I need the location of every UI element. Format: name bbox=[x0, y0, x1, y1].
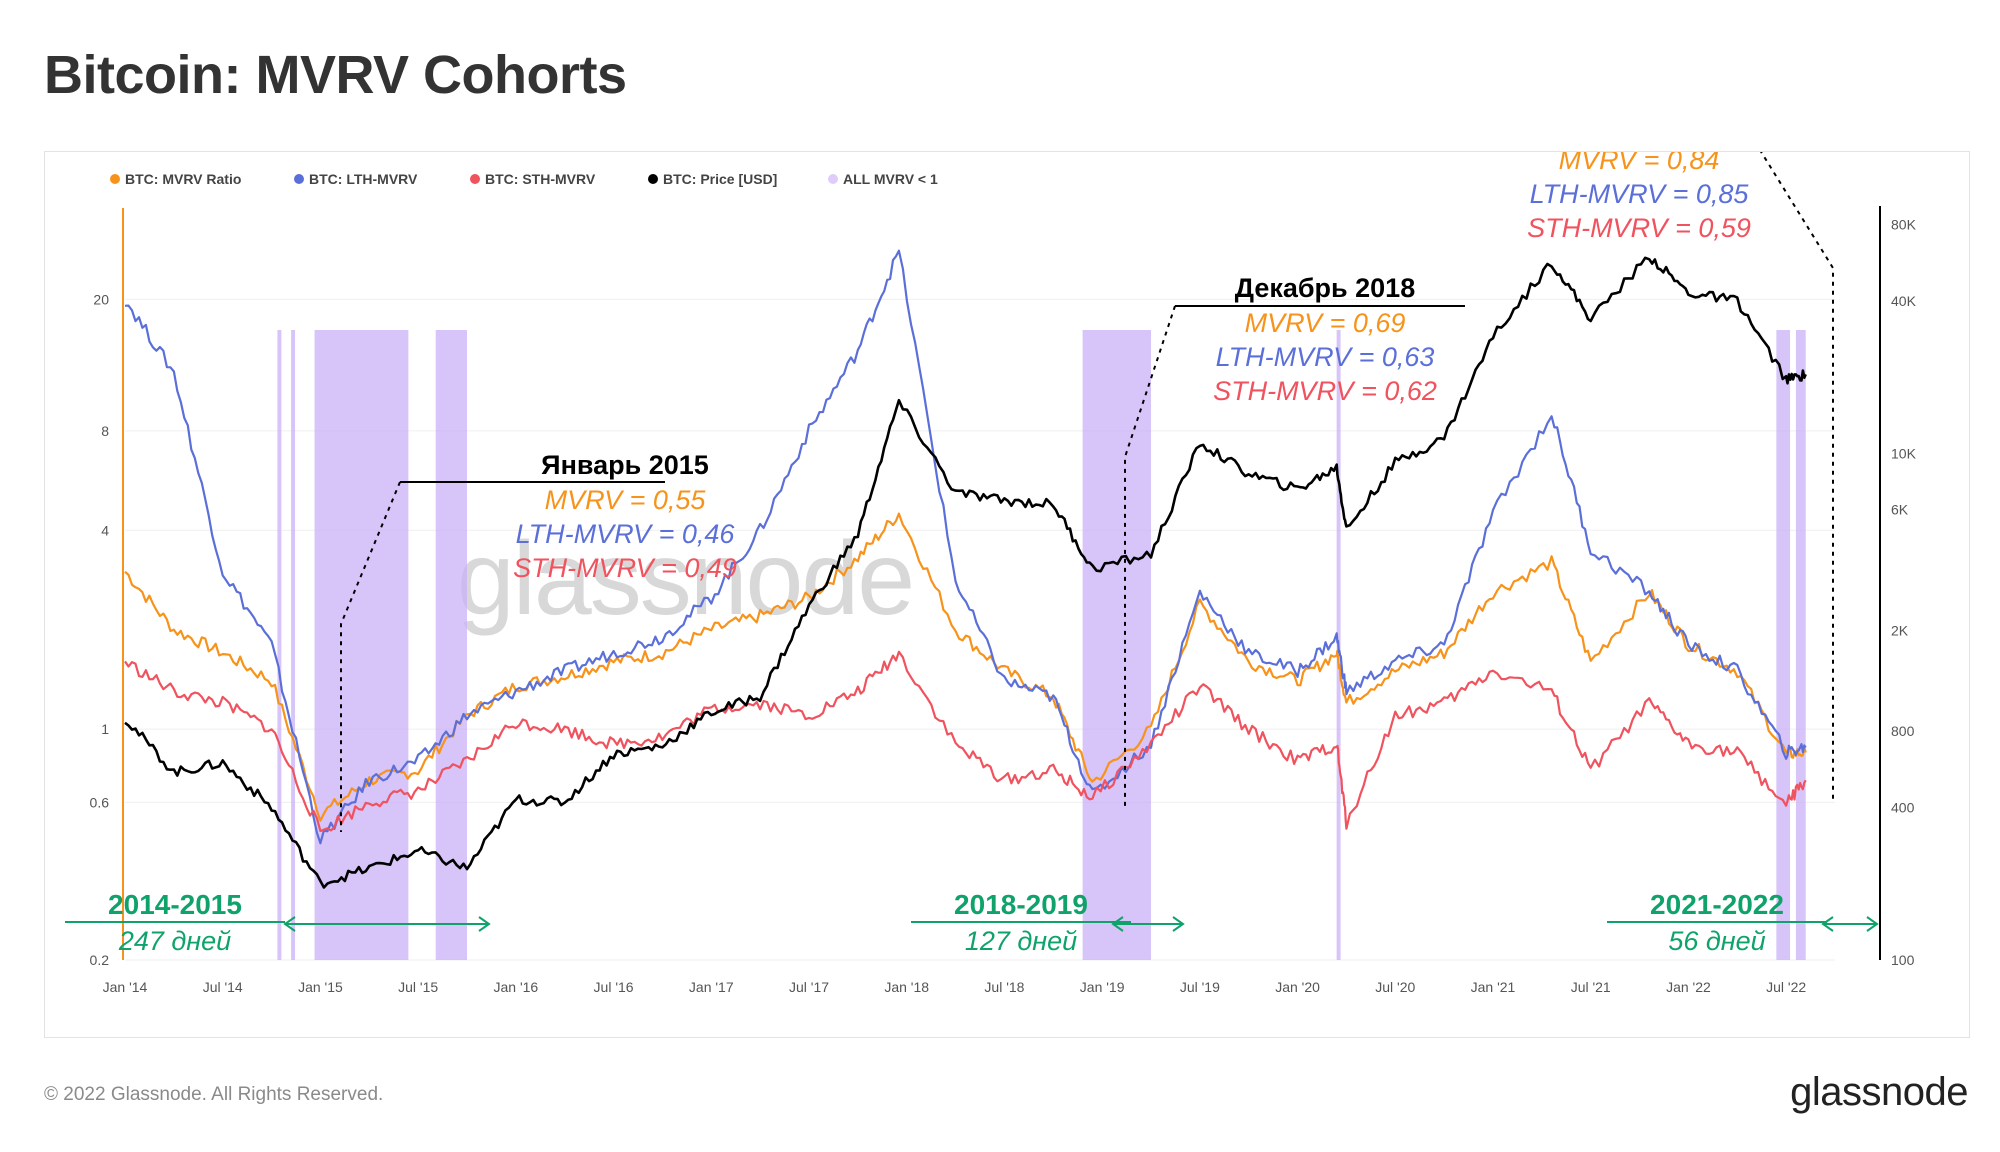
period-days: 127 дней bbox=[965, 926, 1077, 956]
mvrv-below-1-band bbox=[291, 330, 296, 960]
x-tick-label: Jul '16 bbox=[594, 979, 634, 995]
y-right-tick-label: 800 bbox=[1891, 723, 1915, 739]
annotation-sth: STH-MVRV = 0,62 bbox=[1213, 376, 1437, 406]
period-arrowhead-left bbox=[1821, 916, 1834, 932]
x-tick-label: Jan '14 bbox=[103, 979, 148, 995]
mvrv-below-1-band bbox=[314, 330, 409, 960]
x-tick-label: Jul '15 bbox=[398, 979, 438, 995]
legend-label: BTC: MVRV Ratio bbox=[125, 171, 241, 187]
y-left-tick-label: 0.6 bbox=[90, 794, 110, 810]
annotation-mvrv: MVRV = 0,84 bbox=[1559, 152, 1720, 175]
x-tick-label: Jan '19 bbox=[1080, 979, 1125, 995]
y-right-tick-label: 400 bbox=[1891, 799, 1915, 815]
x-tick-label: Jan '22 bbox=[1666, 979, 1711, 995]
legend-label: BTC: LTH-MVRV bbox=[309, 171, 418, 187]
sth-mvrv-line bbox=[124, 650, 1807, 833]
legend-label: BTC: STH-MVRV bbox=[485, 171, 596, 187]
x-tick-label: Jan '17 bbox=[689, 979, 734, 995]
annotation-sth: STH-MVRV = 0,59 bbox=[1527, 213, 1751, 243]
annotation-mvrv: MVRV = 0,55 bbox=[545, 485, 707, 515]
period-label: 2018-2019 bbox=[954, 889, 1088, 920]
x-tick-label: Jan '21 bbox=[1471, 979, 1516, 995]
period-arrowhead-right bbox=[1172, 916, 1185, 932]
period-arrowhead-right bbox=[478, 916, 491, 932]
chart-svg: glassnode208410.60.280K40K10K6K2K8004001… bbox=[65, 152, 1917, 995]
mvrv-below-1-band bbox=[1082, 330, 1151, 960]
y-left-tick-label: 20 bbox=[93, 291, 109, 307]
x-tick-label: Jul '19 bbox=[1180, 979, 1220, 995]
legend-marker-1 bbox=[294, 174, 304, 184]
period-arrowhead-right bbox=[1866, 916, 1879, 932]
y-left-tick-label: 0.2 bbox=[90, 952, 110, 968]
y-right-tick-label: 10K bbox=[1891, 445, 1917, 461]
chart-frame: glassnode 20 8 4 1 0.6 0.2 80K 40K 10K 6K 2K 800 400 1… bbox=[44, 151, 1970, 1038]
page-title: Bitcoin: MVRV Cohorts bbox=[44, 45, 627, 105]
annotation-title: Декабрь 2018 bbox=[1235, 273, 1415, 303]
annotation-leader-line bbox=[340, 481, 401, 832]
legend-label: ALL MVRV < 1 bbox=[843, 171, 938, 187]
legend-label: BTC: Price [USD] bbox=[663, 171, 777, 187]
mvrv-below-1-band bbox=[435, 330, 467, 960]
mvrv-below-1-band bbox=[277, 330, 282, 960]
y-right-tick-label: 40K bbox=[1891, 293, 1917, 309]
legend-marker-0 bbox=[110, 174, 120, 184]
annotation-lth: LTH-MVRV = 0,63 bbox=[1216, 342, 1435, 372]
period-arrowhead-left bbox=[1111, 916, 1124, 932]
y-left-tick-label: 4 bbox=[101, 522, 109, 538]
x-tick-label: Jul '20 bbox=[1375, 979, 1415, 995]
annotation-title: Январь 2015 bbox=[541, 450, 709, 480]
annotation-leader-line bbox=[1760, 152, 1834, 802]
x-tick-label: Jan '15 bbox=[298, 979, 343, 995]
period-days: 247 дней bbox=[118, 926, 231, 956]
legend-marker-2 bbox=[470, 174, 480, 184]
y-left-tick-label: 8 bbox=[101, 423, 109, 439]
y-left-tick-label: 1 bbox=[101, 721, 109, 737]
x-tick-label: Jan '16 bbox=[493, 979, 538, 995]
annotation-sth: STH-MVRV = 0,49 bbox=[513, 553, 737, 583]
period-arrowhead-left bbox=[283, 916, 296, 932]
period-days: 56 дней bbox=[1668, 926, 1765, 956]
x-tick-label: Jul '21 bbox=[1571, 979, 1611, 995]
y-right-tick-label: 100 bbox=[1891, 952, 1915, 968]
annotation-lth: LTH-MVRV = 0,85 bbox=[1530, 179, 1750, 209]
x-tick-label: Jul '18 bbox=[984, 979, 1024, 995]
y-right-tick-label: 2K bbox=[1891, 622, 1909, 638]
mvrv-ratio-line bbox=[124, 512, 1807, 822]
x-tick-label: Jul '14 bbox=[203, 979, 243, 995]
annotation-lth: LTH-MVRV = 0,46 bbox=[516, 519, 736, 549]
copyright-text: © 2022 Glassnode. All Rights Reserved. bbox=[44, 1084, 384, 1105]
y-right-tick-label: 80K bbox=[1891, 217, 1917, 233]
annotation-mvrv: MVRV = 0,69 bbox=[1245, 308, 1406, 338]
y-right-tick-label: 6K bbox=[1891, 502, 1909, 518]
mvrv-below-1-band bbox=[1776, 330, 1791, 960]
legend-marker-4 bbox=[828, 174, 838, 184]
x-tick-label: Jan '20 bbox=[1275, 979, 1320, 995]
legend-marker-3 bbox=[648, 174, 658, 184]
x-tick-label: Jul '22 bbox=[1766, 979, 1806, 995]
lth-mvrv-line bbox=[124, 249, 1807, 845]
price-line bbox=[124, 256, 1807, 889]
glassnode-logo[interactable]: glassnode bbox=[1790, 1070, 1968, 1114]
period-label: 2014-2015 bbox=[108, 889, 242, 920]
x-tick-label: Jul '17 bbox=[789, 979, 829, 995]
period-label: 2021-2022 bbox=[1650, 889, 1784, 920]
x-tick-label: Jan '18 bbox=[884, 979, 929, 995]
mvrv-below-1-band bbox=[1795, 330, 1806, 960]
